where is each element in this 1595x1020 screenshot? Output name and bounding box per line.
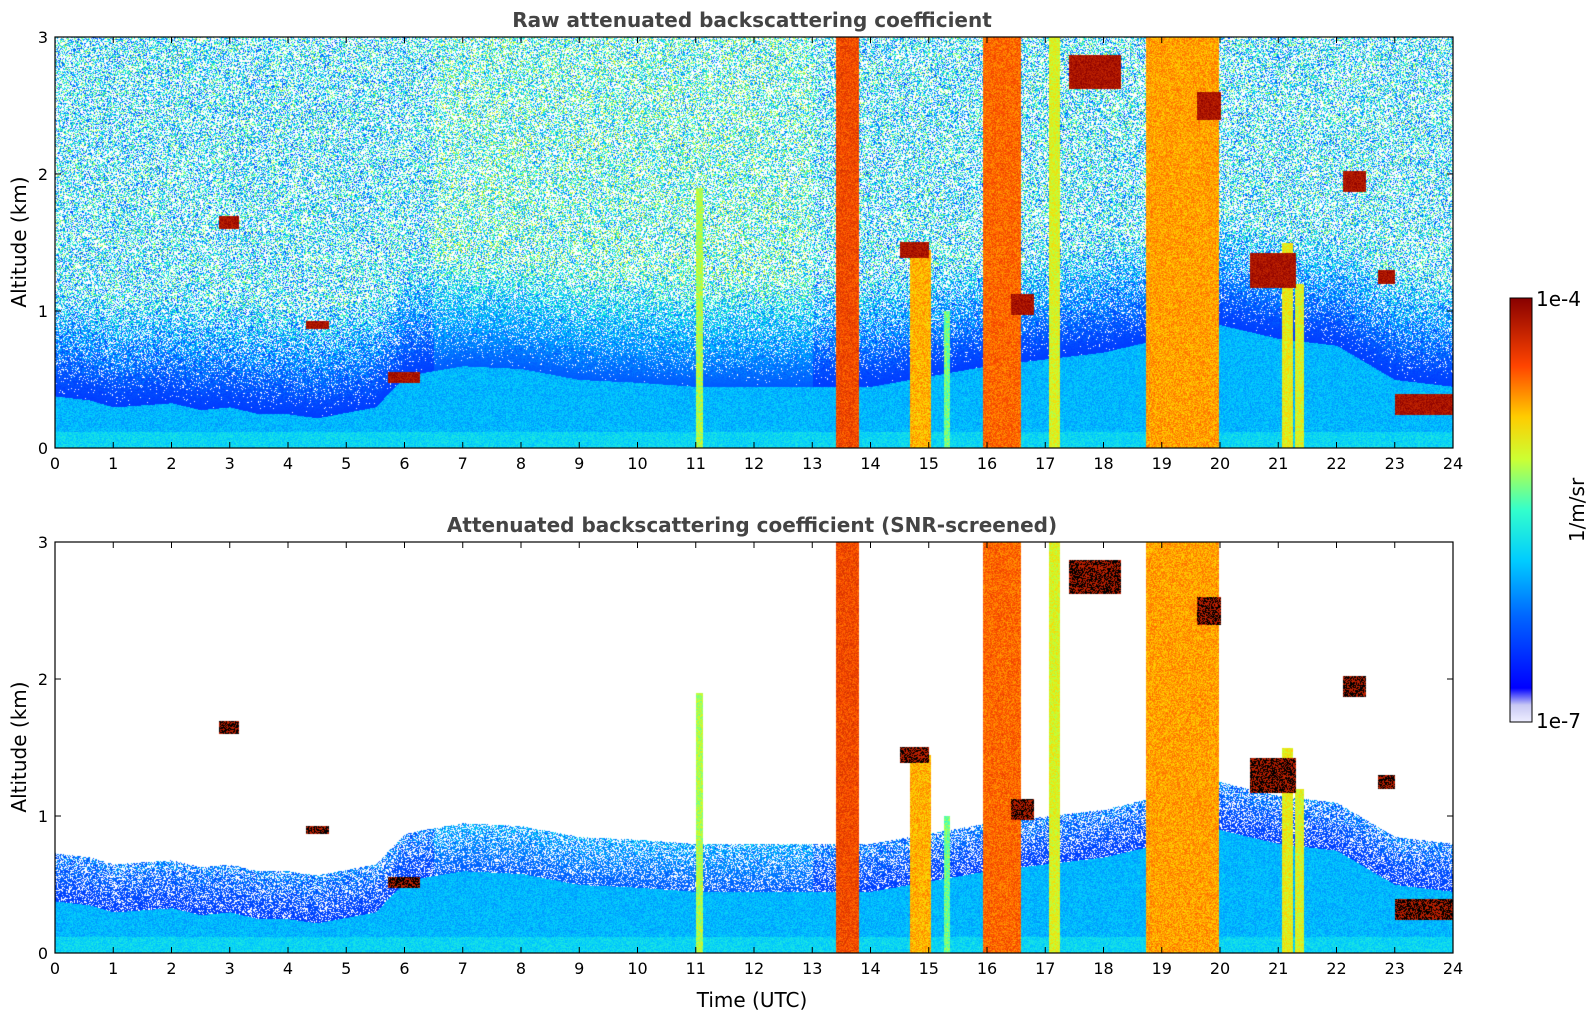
x-tick-label: 0: [50, 959, 60, 978]
colorbar-unit-label: 1/m/sr: [1565, 477, 1589, 542]
x-tick-label: 18: [1093, 454, 1113, 473]
y-tick-label: 3: [38, 533, 48, 552]
screened-y-axis-label: Altitude (km): [7, 681, 31, 812]
x-tick-label: 10: [627, 454, 647, 473]
x-tick-label: 6: [399, 454, 409, 473]
x-tick-label: 4: [283, 959, 293, 978]
x-tick-label: 5: [341, 959, 351, 978]
y-tick-label: 0: [38, 439, 48, 458]
x-tick-label: 21: [1268, 454, 1288, 473]
raw-y-axis-label: Altitude (km): [7, 176, 31, 307]
x-tick-label: 15: [919, 959, 939, 978]
x-tick-label: 5: [341, 454, 351, 473]
y-tick-label: 1: [38, 807, 48, 826]
x-tick-label: 0: [50, 454, 60, 473]
x-tick-label: 6: [399, 959, 409, 978]
x-tick-label: 16: [977, 959, 997, 978]
x-tick-label: 13: [802, 959, 822, 978]
screened-x-axis: 0 1 2 3 4 5 6 7 8 9 10 11 12 13 14 15 16 17 18 19 20 21 22 23 24: [50, 542, 1463, 978]
raw-backscatter-panel: Raw attenuated backscattering coefficien…: [7, 8, 1463, 473]
y-tick-label: 0: [38, 944, 48, 963]
x-tick-label: 22: [1326, 454, 1346, 473]
colorbar-gradient: [1509, 297, 1533, 723]
colorbar-max-label: 1e-4: [1536, 287, 1581, 311]
x-tick-label: 17: [1035, 959, 1055, 978]
x-tick-label: 11: [686, 959, 706, 978]
colorbar: 1e-4 1e-7 1/m/sr: [1509, 287, 1589, 733]
x-tick-label: 8: [516, 454, 526, 473]
x-tick-label: 8: [516, 959, 526, 978]
x-tick-label: 3: [225, 454, 235, 473]
x-tick-label: 23: [1385, 959, 1405, 978]
x-tick-label: 14: [860, 959, 880, 978]
screened-y-axis: 0 1 2 3: [38, 533, 1453, 963]
x-axis-label: Time (UTC): [696, 988, 808, 1012]
raw-y-axis: 0 1 2 3: [38, 28, 1453, 458]
x-tick-label: 12: [744, 454, 764, 473]
screened-panel-title: Attenuated backscattering coefficient (S…: [447, 513, 1057, 537]
x-tick-label: 14: [860, 454, 880, 473]
y-tick-label: 1: [38, 302, 48, 321]
x-tick-label: 18: [1093, 959, 1113, 978]
x-tick-label: 1: [108, 959, 118, 978]
colorbar-min-label: 1e-7: [1536, 709, 1581, 733]
screened-heatmap: [55, 542, 1453, 953]
x-tick-label: 2: [166, 454, 176, 473]
x-tick-label: 3: [225, 959, 235, 978]
raw-heatmap: [55, 37, 1453, 448]
x-tick-label: 22: [1326, 959, 1346, 978]
x-tick-label: 19: [1152, 454, 1172, 473]
x-tick-label: 2: [166, 959, 176, 978]
x-tick-label: 24: [1443, 454, 1463, 473]
raw-panel-title: Raw attenuated backscattering coefficien…: [512, 8, 992, 32]
y-tick-label: 2: [38, 165, 48, 184]
x-tick-label: 7: [458, 959, 468, 978]
x-tick-label: 20: [1210, 959, 1230, 978]
x-tick-label: 7: [458, 454, 468, 473]
x-tick-label: 21: [1268, 959, 1288, 978]
x-tick-label: 9: [574, 959, 584, 978]
x-tick-label: 13: [802, 454, 822, 473]
raw-x-axis: 0 1 2 3 4 5 6 7 8 9 10 11 12 13 14 15 16 17 18 19 20 21 22 23 24: [50, 37, 1463, 473]
x-tick-label: 11: [686, 454, 706, 473]
x-tick-label: 15: [919, 454, 939, 473]
x-tick-label: 20: [1210, 454, 1230, 473]
x-tick-label: 9: [574, 454, 584, 473]
screened-backscatter-panel: Attenuated backscattering coefficient (S…: [7, 513, 1463, 1012]
x-tick-label: 23: [1385, 454, 1405, 473]
x-tick-label: 24: [1443, 959, 1463, 978]
x-tick-label: 19: [1152, 959, 1172, 978]
y-tick-label: 3: [38, 28, 48, 47]
x-tick-label: 10: [627, 959, 647, 978]
x-tick-label: 17: [1035, 454, 1055, 473]
x-tick-label: 4: [283, 454, 293, 473]
x-tick-label: 16: [977, 454, 997, 473]
x-tick-label: 12: [744, 959, 764, 978]
y-tick-label: 2: [38, 670, 48, 689]
x-tick-label: 1: [108, 454, 118, 473]
